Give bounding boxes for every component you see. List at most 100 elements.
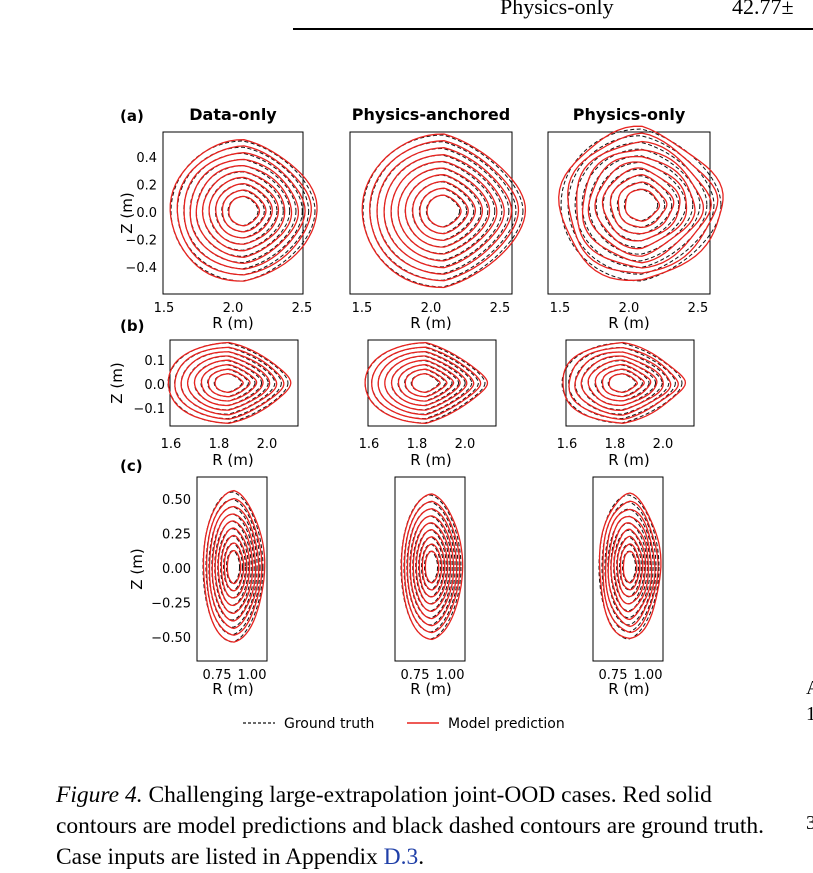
table-row-value: 42.77± [732,0,794,19]
ground-truth-contour [604,508,654,626]
ground-truth-contour [616,181,666,229]
appendix-link[interactable]: D.3 [383,844,419,870]
ground-truth-contour [220,535,246,599]
model-prediction-contour [601,368,645,398]
model-prediction-contour [587,155,696,257]
model-prediction-contour [622,550,638,584]
model-prediction-contour [411,373,441,393]
ytick-label: −0.4 [125,261,157,276]
model-prediction-contour [201,170,286,252]
model-prediction-contour [364,341,489,425]
ground-truth-contour [581,148,701,262]
model-prediction-contour [186,355,271,411]
xtick-label: 2.0 [421,301,442,316]
model-prediction-contour [195,164,293,258]
model-prediction-contour [384,355,468,411]
panel-c1-xlabel: R (m) [212,680,254,698]
xtick-label: 1.8 [407,437,428,452]
model-prediction-contour [167,341,292,424]
panel-b2-xlabel: R (m) [410,451,452,469]
model-prediction-contour [217,527,251,607]
model-prediction-contour [214,520,254,614]
figure-caption: Figure 4. Challenging large-extrapolatio… [56,780,776,873]
model-prediction-contour [580,355,664,411]
model-prediction-contour [183,152,306,270]
ground-truth-contour [404,368,446,398]
model-prediction-contour [202,489,266,643]
panel-c3-frame [592,476,664,662]
ground-truth-contour [362,134,524,288]
model-prediction-contour [397,364,455,402]
row-a-ylabel: Z (m) [118,192,136,233]
axis-ticks: 0.4 0.2 0.0 −0.2 −0.4 1.5 2.0 2.5 1.5 2.0 2.5 1.5 2.… [125,151,708,683]
model-prediction-contour [221,189,267,233]
panel-a2-xlabel: R (m) [410,314,452,332]
model-prediction-contour [558,125,724,281]
xtick-label: 1.00 [238,668,267,683]
ground-truth-contour [170,140,316,282]
contours-a1 [169,139,318,282]
model-prediction-contour [412,522,452,612]
contours-b1 [167,341,292,424]
model-prediction-contour [574,351,672,416]
ytick-label: −0.1 [133,402,165,417]
ground-truth-contour [622,550,636,584]
edge-glyph-3: 3 [806,812,813,834]
model-prediction-contour [169,139,318,282]
xtick-label: 1.00 [634,668,663,683]
panel-c2-xlabel: R (m) [410,680,452,698]
model-prediction-contour [617,181,668,229]
model-prediction-contour [604,508,656,628]
xtick-label: 1.00 [436,668,465,683]
ytick-label: −0.2 [125,234,157,249]
model-prediction-contour [567,132,719,274]
model-prediction-contour [412,180,477,242]
contours-a2 [361,133,527,289]
model-prediction-contour [214,373,244,393]
model-prediction-contour [601,167,681,242]
legend-ground-truth-label: Ground truth [284,716,374,732]
model-prediction-contour [619,543,641,591]
panel-label-a: (a) [120,107,144,125]
legend-model-prediction-label: Model prediction [448,716,565,732]
model-prediction-contour [581,149,705,264]
caption-lead: Figure 4. [56,782,143,808]
panel-b3-xlabel: R (m) [608,451,650,469]
model-prediction-contour [609,173,675,235]
model-prediction-contour [390,160,498,262]
model-prediction-contour [208,176,280,245]
ground-truth-contour [207,368,249,398]
ground-truth-contour [390,161,496,261]
model-prediction-contour [568,346,679,421]
panel-c3-xlabel: R (m) [608,680,650,698]
panel-b1-xlabel: R (m) [212,451,254,469]
xtick-label: 2.0 [257,437,278,452]
model-prediction-contour [176,145,312,276]
ground-truth-contour [371,346,479,420]
model-prediction-contour [587,359,658,407]
model-prediction-contour [594,363,652,402]
contours-a3 [558,125,724,282]
model-prediction-contour [403,500,461,634]
model-prediction-contour [208,505,260,630]
xtick-label: 0.75 [401,668,430,683]
panel-a1-frame [162,131,304,295]
panel-label-b: (b) [120,317,144,335]
ground-truth-contour [415,529,447,605]
model-prediction-contour [215,182,273,239]
panel-a1-xlabel: R (m) [212,314,254,332]
ground-truth-contour [409,515,453,619]
xtick-label: 2.0 [223,301,244,316]
model-prediction-contour [220,534,248,599]
model-prediction-contour [576,140,712,269]
xtick-label: 2.0 [619,301,640,316]
xtick-label: 1.8 [209,437,230,452]
xtick-label: 1.6 [359,437,380,452]
ground-truth-contour [623,188,659,222]
ground-truth-contour [420,543,442,591]
model-prediction-contour [406,508,458,627]
ground-truth-contour [561,342,683,424]
model-prediction-contour [421,543,443,591]
xtick-label: 1.5 [550,301,571,316]
panel-a3-xlabel: R (m) [608,314,650,332]
